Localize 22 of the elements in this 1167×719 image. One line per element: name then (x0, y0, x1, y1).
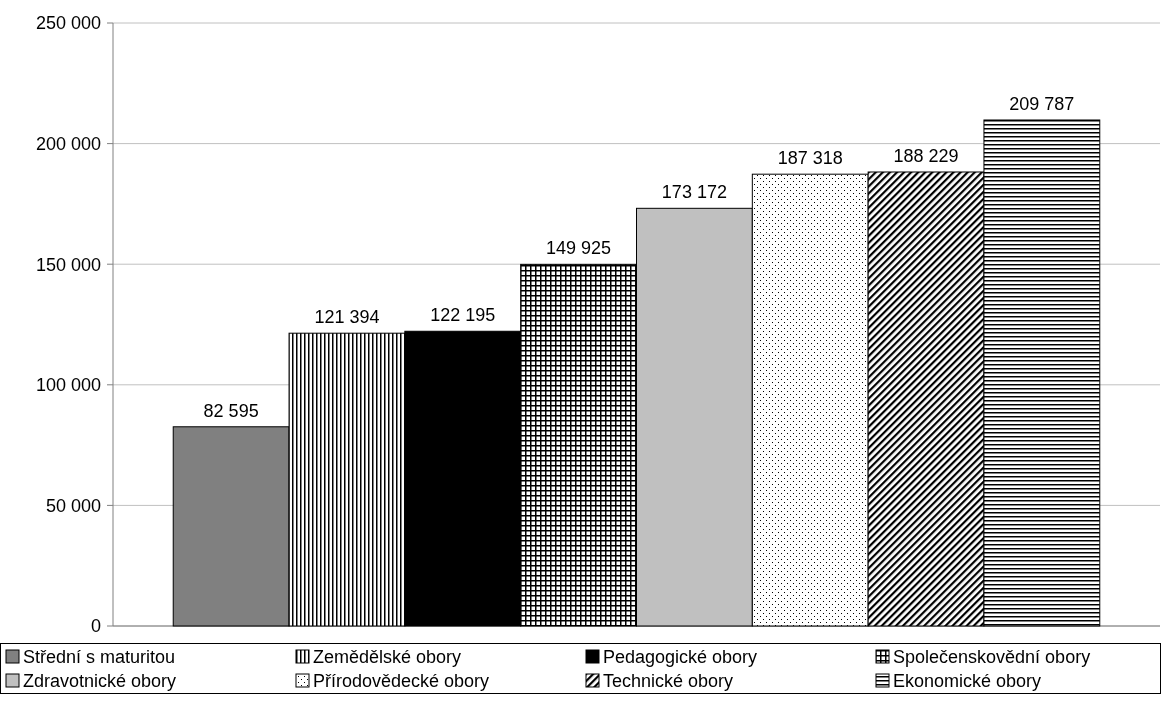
data-label: 173 172 (661, 182, 727, 203)
legend-label: Ekonomické obory (893, 671, 1042, 692)
y-tick-label: 250 000 (35, 13, 101, 34)
data-label: 121 394 (314, 307, 380, 328)
data-label: 82 595 (203, 400, 259, 421)
data-label: 188 229 (893, 145, 959, 166)
data-label: 187 318 (777, 148, 843, 169)
legend-label: Zdravotnické obory (23, 671, 177, 692)
data-label: 209 787 (1009, 93, 1075, 114)
legend-label: Střední s maturitou (23, 647, 176, 668)
y-tick-label: 100 000 (35, 375, 101, 396)
y-tick-label: 50 000 (45, 495, 101, 516)
legend-label: Technické obory (603, 671, 734, 692)
legend-label: Pedagogické obory (603, 647, 758, 668)
legend-label: Společenskovědní obory (893, 647, 1091, 668)
y-tick-label: 0 (90, 616, 101, 637)
y-tick-label: 150 000 (35, 254, 101, 275)
data-label: 149 925 (546, 238, 612, 259)
data-label: 122 195 (430, 305, 496, 326)
legend-label: Přírodovědecké obory (313, 671, 490, 692)
legend-label: Zemědělské obory (313, 647, 462, 668)
y-tick-label: 200 000 (35, 133, 101, 154)
